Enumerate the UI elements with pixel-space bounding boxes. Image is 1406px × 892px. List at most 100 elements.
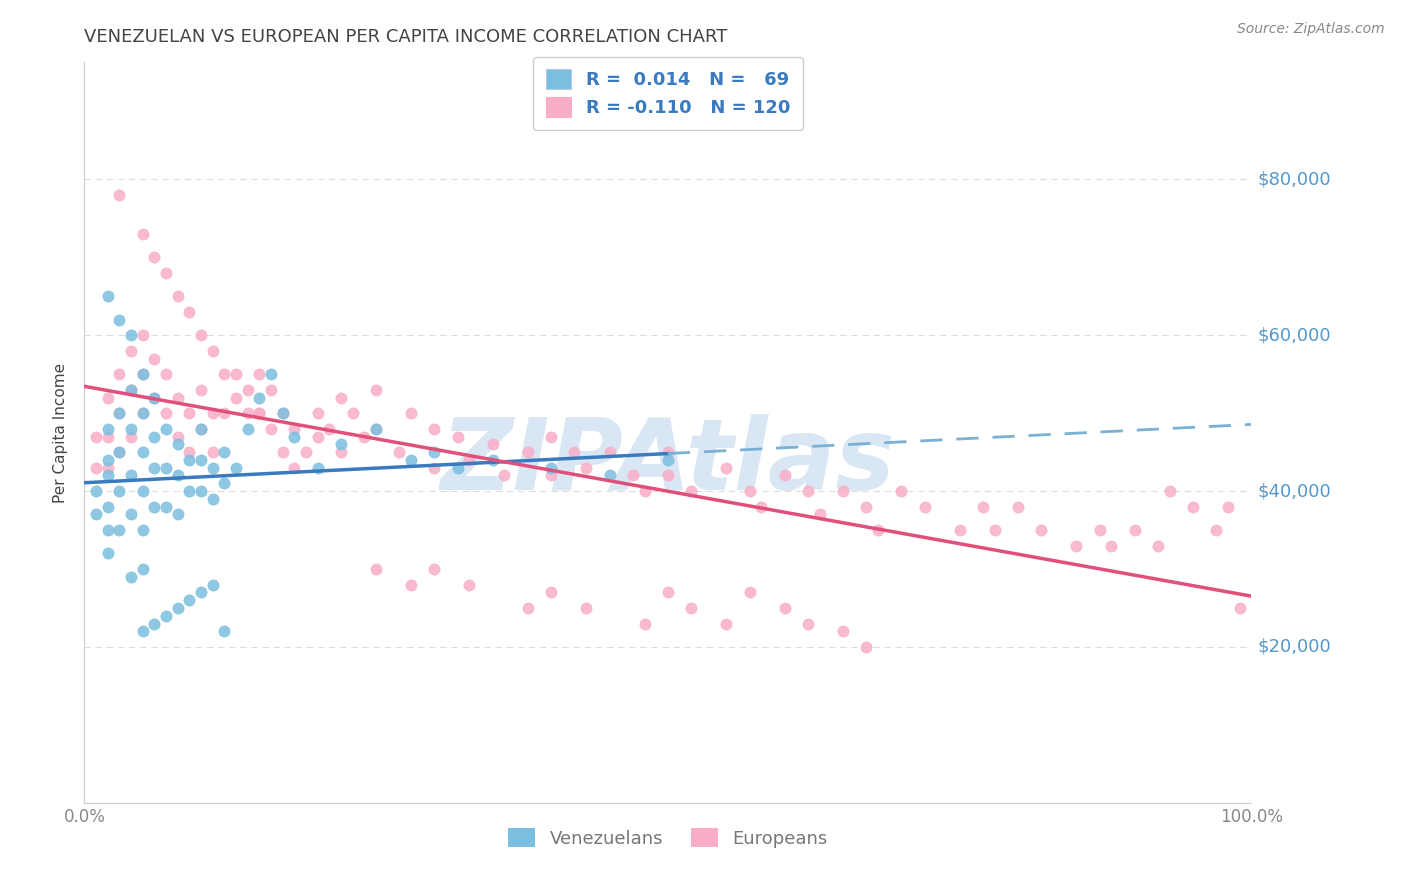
Point: [832, 624, 855, 639]
Text: $80,000: $80,000: [1257, 170, 1331, 188]
Point: [97, 468, 120, 483]
Point: [120, 570, 142, 584]
Text: $20,000: $20,000: [1257, 638, 1331, 656]
Point: [738, 585, 761, 599]
Point: [599, 445, 621, 459]
Point: [318, 422, 340, 436]
Point: [132, 562, 155, 576]
Point: [949, 523, 972, 537]
Point: [260, 422, 283, 436]
Point: [366, 422, 388, 436]
Legend: Venezuelans, Europeans: Venezuelans, Europeans: [499, 819, 837, 856]
Point: [447, 429, 470, 443]
Point: [155, 367, 177, 381]
Point: [97, 546, 120, 560]
Point: [120, 429, 142, 443]
Point: [342, 406, 364, 420]
Point: [108, 445, 131, 459]
Point: [190, 585, 212, 599]
Point: [540, 468, 562, 483]
Point: [716, 460, 738, 475]
Point: [108, 406, 131, 420]
Point: [399, 453, 422, 467]
Point: [808, 508, 831, 522]
Point: [890, 484, 912, 499]
Point: [179, 593, 201, 607]
Point: [366, 383, 388, 397]
Point: [236, 383, 259, 397]
Point: [716, 616, 738, 631]
Text: $40,000: $40,000: [1257, 482, 1331, 500]
Point: [179, 305, 201, 319]
Point: [283, 429, 305, 443]
Point: [983, 523, 1005, 537]
Point: [120, 508, 142, 522]
Point: [97, 429, 120, 443]
Point: [120, 343, 142, 358]
Point: [423, 460, 446, 475]
Point: [190, 328, 212, 343]
Point: [353, 429, 375, 443]
Point: [540, 460, 562, 475]
Text: VENEZUELAN VS EUROPEAN PER CAPITA INCOME CORRELATION CHART: VENEZUELAN VS EUROPEAN PER CAPITA INCOME…: [84, 28, 728, 45]
Point: [516, 445, 538, 459]
Point: [283, 460, 305, 475]
Point: [575, 460, 598, 475]
Point: [166, 508, 188, 522]
Point: [225, 391, 247, 405]
Point: [260, 367, 283, 381]
Point: [621, 468, 644, 483]
Point: [214, 624, 236, 639]
Point: [330, 437, 353, 451]
Point: [108, 523, 131, 537]
Point: [84, 460, 107, 475]
Text: ZIPAtlas: ZIPAtlas: [440, 414, 896, 511]
Point: [97, 500, 120, 514]
Point: [179, 484, 201, 499]
Point: [633, 484, 655, 499]
Point: [225, 367, 247, 381]
Point: [155, 608, 177, 623]
Point: [201, 445, 224, 459]
Point: [97, 460, 120, 475]
Point: [738, 484, 761, 499]
Point: [972, 500, 994, 514]
Point: [271, 406, 294, 420]
Point: [388, 445, 411, 459]
Point: [657, 453, 679, 467]
Point: [797, 616, 820, 631]
Point: [914, 500, 936, 514]
Point: [516, 601, 538, 615]
Point: [681, 484, 703, 499]
Point: [330, 445, 353, 459]
Point: [155, 266, 177, 280]
Point: [855, 640, 877, 654]
Point: [84, 429, 107, 443]
Point: [201, 343, 224, 358]
Point: [423, 562, 446, 576]
Point: [132, 367, 155, 381]
Point: [108, 406, 131, 420]
Point: [166, 429, 188, 443]
Point: [423, 422, 446, 436]
Point: [749, 500, 772, 514]
Point: [97, 289, 120, 303]
Point: [236, 422, 259, 436]
Point: [681, 601, 703, 615]
Point: [249, 406, 271, 420]
Point: [84, 508, 107, 522]
Point: [97, 453, 120, 467]
Point: [564, 445, 586, 459]
Point: [143, 429, 166, 443]
Text: Source: ZipAtlas.com: Source: ZipAtlas.com: [1237, 22, 1385, 37]
Point: [190, 484, 212, 499]
Point: [143, 250, 166, 264]
Point: [1099, 539, 1122, 553]
Point: [225, 460, 247, 475]
Point: [143, 460, 166, 475]
Point: [97, 523, 120, 537]
Point: [1007, 500, 1029, 514]
Point: [166, 468, 188, 483]
Point: [1216, 500, 1239, 514]
Point: [657, 585, 679, 599]
